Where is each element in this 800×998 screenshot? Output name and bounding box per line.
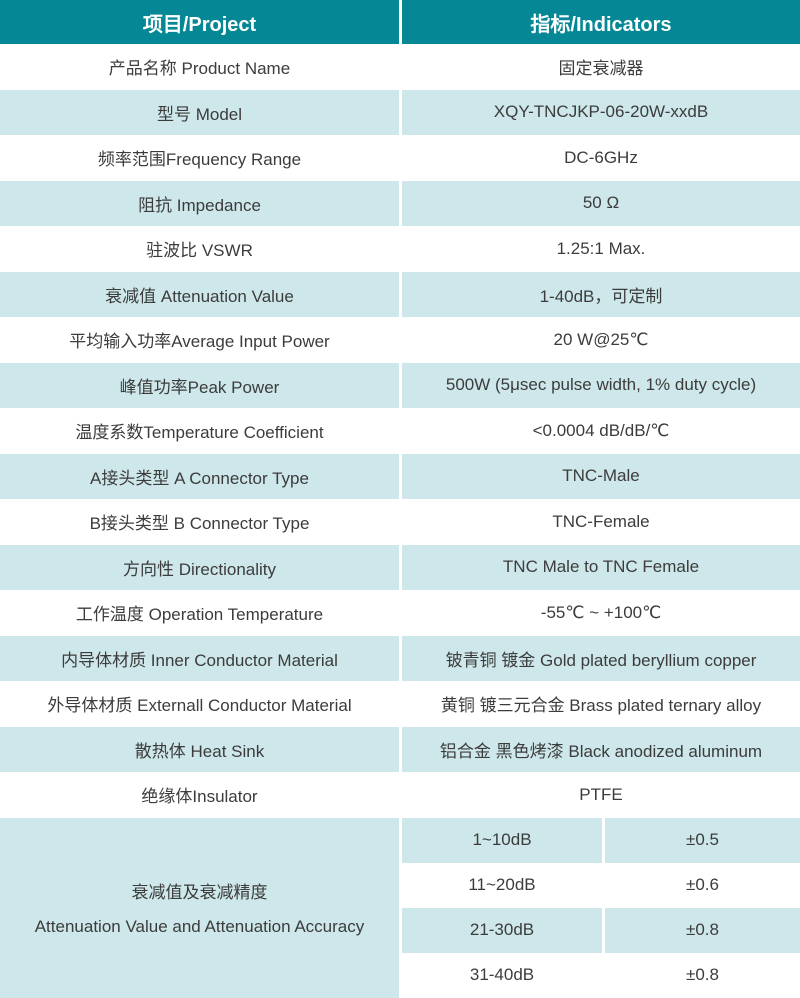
table-header: 项目/Project 指标/Indicators bbox=[0, 0, 800, 44]
spec-row-model: 型号 Model XQY-TNCJKP-06-20W-xxdB bbox=[0, 89, 800, 135]
row-label: 散热体 Heat Sink bbox=[0, 726, 399, 772]
attenuation-accuracy-section: 衰减值及衰减精度 Attenuation Value and Attenuati… bbox=[0, 817, 800, 998]
attenuation-accuracy-cell: ±0.8 bbox=[605, 952, 800, 998]
header-project-cell: 项目/Project bbox=[0, 0, 399, 44]
attenuation-range-cell: 1~10dB bbox=[402, 817, 602, 863]
column-divider bbox=[399, 317, 402, 363]
row-value: 500W (5μsec pulse width, 1% duty cycle) bbox=[402, 362, 800, 408]
column-divider bbox=[399, 817, 402, 998]
row-label: 频率范围Frequency Range bbox=[0, 135, 399, 181]
column-divider bbox=[399, 453, 402, 499]
attenuation-range-cell: 11~20dB bbox=[402, 862, 602, 908]
attenuation-label-cn: 衰减值及衰减精度 bbox=[131, 883, 268, 903]
spec-row-product-name: 产品名称 Product Name 固定衰减器 bbox=[0, 44, 800, 90]
row-label: A接头类型 A Connector Type bbox=[0, 453, 399, 499]
column-divider bbox=[399, 499, 402, 545]
attenuation-subrows: 1~10dB ±0.5 11~20dB ±0.6 21-30dB ±0.8 31… bbox=[402, 817, 800, 998]
row-label: 峰值功率Peak Power bbox=[0, 362, 399, 408]
column-divider bbox=[399, 772, 402, 818]
column-divider bbox=[399, 362, 402, 408]
spec-row-directionality: 方向性 Directionality TNC Male to TNC Femal… bbox=[0, 544, 800, 590]
spec-row-average-input-power: 平均输入功率Average Input Power 20 W@25℃ bbox=[0, 317, 800, 363]
row-label: 温度系数Temperature Coefficient bbox=[0, 408, 399, 454]
spec-row-impedance: 阻抗 Impedance 50 Ω bbox=[0, 180, 800, 226]
attenuation-accuracy-cell: ±0.8 bbox=[605, 907, 800, 953]
sub-column-divider bbox=[602, 907, 605, 953]
row-label: B接头类型 B Connector Type bbox=[0, 499, 399, 545]
row-label: 驻波比 VSWR bbox=[0, 226, 399, 272]
row-label: 内导体材质 Inner Conductor Material bbox=[0, 635, 399, 681]
spec-row-frequency-range: 频率范围Frequency Range DC-6GHz bbox=[0, 135, 800, 181]
attenuation-range-cell: 31-40dB bbox=[402, 952, 602, 998]
column-divider bbox=[399, 681, 402, 727]
row-label: 平均输入功率Average Input Power bbox=[0, 317, 399, 363]
attenuation-subrow: 1~10dB ±0.5 bbox=[402, 817, 800, 863]
header-indicators-cell: 指标/Indicators bbox=[402, 0, 800, 44]
spec-rows: 产品名称 Product Name 固定衰减器 型号 Model XQY-TNC… bbox=[0, 44, 800, 818]
column-divider bbox=[399, 590, 402, 636]
column-divider bbox=[399, 180, 402, 226]
spec-row-heat-sink: 散热体 Heat Sink 铝合金 黑色烤漆 Black anodized al… bbox=[0, 726, 800, 772]
row-label: 工作温度 Operation Temperature bbox=[0, 590, 399, 636]
spec-row-b-connector-type: B接头类型 B Connector Type TNC-Female bbox=[0, 499, 800, 545]
spec-row-insulator: 绝缘体Insulator PTFE bbox=[0, 772, 800, 818]
spec-row-a-connector-type: A接头类型 A Connector Type TNC-Male bbox=[0, 453, 800, 499]
row-label: 产品名称 Product Name bbox=[0, 44, 399, 90]
row-label: 阻抗 Impedance bbox=[0, 180, 399, 226]
spec-row-temperature-coefficient: 温度系数Temperature Coefficient <0.0004 dB/d… bbox=[0, 408, 800, 454]
spec-row-vswr: 驻波比 VSWR 1.25:1 Max. bbox=[0, 226, 800, 272]
row-value: XQY-TNCJKP-06-20W-xxdB bbox=[402, 89, 800, 135]
row-label: 方向性 Directionality bbox=[0, 544, 399, 590]
attenuation-merged-cell: 衰减值及衰减精度 Attenuation Value and Attenuati… bbox=[0, 817, 399, 998]
attenuation-accuracy-cell: ±0.6 bbox=[605, 862, 800, 908]
row-value: 20 W@25℃ bbox=[402, 317, 800, 363]
row-value: TNC Male to TNC Female bbox=[402, 544, 800, 590]
row-value: <0.0004 dB/dB/℃ bbox=[402, 408, 800, 454]
spec-row-peak-power: 峰值功率Peak Power 500W (5μsec pulse width, … bbox=[0, 362, 800, 408]
row-label: 衰减值 Attenuation Value bbox=[0, 271, 399, 317]
row-value: 铝合金 黑色烤漆 Black anodized aluminum bbox=[402, 726, 800, 772]
row-value: 50 Ω bbox=[402, 180, 800, 226]
attenuation-label-en: Attenuation Value and Attenuation Accura… bbox=[34, 917, 365, 937]
row-value: 铍青铜 镀金 Gold plated beryllium copper bbox=[402, 635, 800, 681]
column-divider bbox=[399, 44, 402, 90]
attenuation-subrow: 31-40dB ±0.8 bbox=[402, 952, 800, 998]
spec-row-attenuation-value: 衰减值 Attenuation Value 1-40dB，可定制 bbox=[0, 271, 800, 317]
column-divider bbox=[399, 135, 402, 181]
column-divider bbox=[399, 635, 402, 681]
column-divider bbox=[399, 726, 402, 772]
column-divider bbox=[399, 0, 402, 44]
row-value: 1.25:1 Max. bbox=[402, 226, 800, 272]
spec-row-external-conductor-material: 外导体材质 Externall Conductor Material 黄铜 镀三… bbox=[0, 681, 800, 727]
attenuation-subrow: 21-30dB ±0.8 bbox=[402, 907, 800, 953]
attenuation-range-cell: 21-30dB bbox=[402, 907, 602, 953]
row-value: 黄铜 镀三元合金 Brass plated ternary alloy bbox=[402, 681, 800, 727]
spec-row-inner-conductor-material: 内导体材质 Inner Conductor Material 铍青铜 镀金 Go… bbox=[0, 635, 800, 681]
attenuation-accuracy-cell: ±0.5 bbox=[605, 817, 800, 863]
row-value: PTFE bbox=[402, 772, 800, 818]
row-value: TNC-Male bbox=[402, 453, 800, 499]
row-value: DC-6GHz bbox=[402, 135, 800, 181]
spec-row-operation-temperature: 工作温度 Operation Temperature -55℃ ~ +100℃ bbox=[0, 590, 800, 636]
row-label: 外导体材质 Externall Conductor Material bbox=[0, 681, 399, 727]
row-value: TNC-Female bbox=[402, 499, 800, 545]
row-label: 型号 Model bbox=[0, 89, 399, 135]
row-value: 固定衰减器 bbox=[402, 44, 800, 90]
column-divider bbox=[399, 89, 402, 135]
sub-column-divider bbox=[602, 952, 605, 998]
attenuation-subrow: 11~20dB ±0.6 bbox=[402, 862, 800, 908]
column-divider bbox=[399, 226, 402, 272]
column-divider bbox=[399, 271, 402, 317]
column-divider bbox=[399, 544, 402, 590]
sub-column-divider bbox=[602, 817, 605, 863]
sub-column-divider bbox=[602, 862, 605, 908]
row-value: 1-40dB，可定制 bbox=[402, 271, 800, 317]
row-value: -55℃ ~ +100℃ bbox=[402, 590, 800, 636]
row-label: 绝缘体Insulator bbox=[0, 772, 399, 818]
column-divider bbox=[399, 408, 402, 454]
